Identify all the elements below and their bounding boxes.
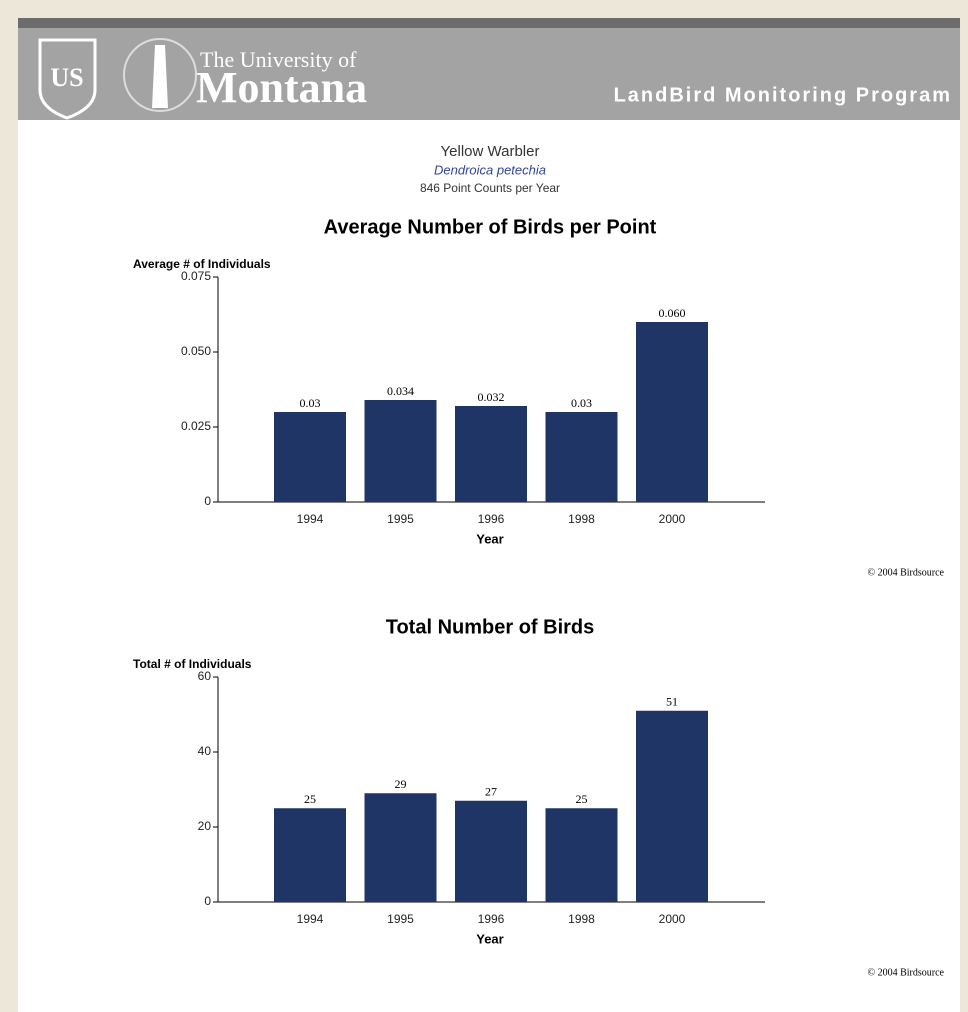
x-tick-label: 2000: [659, 512, 686, 526]
bar: [364, 400, 437, 502]
header-top-strip: [18, 18, 960, 28]
bar: [636, 322, 708, 502]
bar: [455, 800, 527, 902]
bar: [636, 710, 708, 902]
chart-title: Total Number of Birds: [386, 616, 595, 638]
y-tick-label: 0: [204, 894, 211, 908]
y-tick-label: 60: [198, 669, 212, 683]
x-tick-label: 1995: [387, 912, 414, 926]
common-name: Yellow Warbler: [441, 143, 540, 160]
x-tick-label: 1994: [297, 512, 324, 526]
y-tick-label: 0.050: [181, 344, 211, 358]
value-label: 25: [304, 792, 316, 806]
x-tick-label: 1996: [478, 512, 505, 526]
header-line2: Montana: [196, 63, 367, 112]
bar: [274, 808, 346, 902]
value-label: 29: [395, 777, 407, 791]
university-seal: [123, 38, 197, 112]
x-tick-label: 1994: [297, 912, 324, 926]
point-counts: 846 Point Counts per Year: [420, 181, 560, 195]
bar: [274, 412, 346, 502]
x-axis-label: Year: [476, 931, 503, 946]
shield-mark: US: [50, 63, 83, 92]
program-name: LandBird Monitoring Program: [614, 84, 952, 106]
value-label: 0.060: [659, 306, 686, 320]
credit: © 2004 Birdsource: [868, 567, 945, 578]
scientific-name: Dendroica petechia: [434, 162, 546, 177]
value-label: 27: [485, 785, 497, 799]
y-tick-label: 0.075: [181, 269, 211, 283]
x-tick-label: 1998: [568, 912, 595, 926]
x-tick-label: 1995: [387, 512, 414, 526]
x-axis-label: Year: [476, 531, 503, 546]
seal-tower: [152, 45, 168, 108]
value-label: 0.03: [571, 396, 592, 410]
x-tick-label: 1998: [568, 512, 595, 526]
forest-service-shield: [38, 38, 97, 120]
y-tick-label: 0.025: [181, 419, 211, 433]
bar: [545, 808, 618, 902]
credit: © 2004 Birdsource: [868, 967, 945, 978]
header-band: [18, 28, 960, 120]
value-label: 0.034: [387, 384, 414, 398]
value-label: 0.03: [300, 396, 321, 410]
value-label: 51: [666, 695, 678, 709]
chart-title: Average Number of Birds per Point: [324, 216, 657, 238]
x-tick-label: 1996: [478, 912, 505, 926]
value-label: 25: [576, 792, 588, 806]
value-label: 0.032: [478, 390, 505, 404]
y-tick-label: 0: [204, 494, 211, 508]
bar: [455, 406, 527, 502]
y-tick-label: 20: [198, 819, 212, 833]
bar: [364, 793, 437, 902]
y-axis-label: Average # of Individuals: [133, 257, 271, 271]
y-axis-label: Total # of Individuals: [133, 657, 252, 671]
y-tick-label: 40: [198, 744, 212, 758]
x-tick-label: 2000: [659, 912, 686, 926]
header-line1: The University of: [200, 47, 357, 72]
bar: [545, 412, 618, 502]
